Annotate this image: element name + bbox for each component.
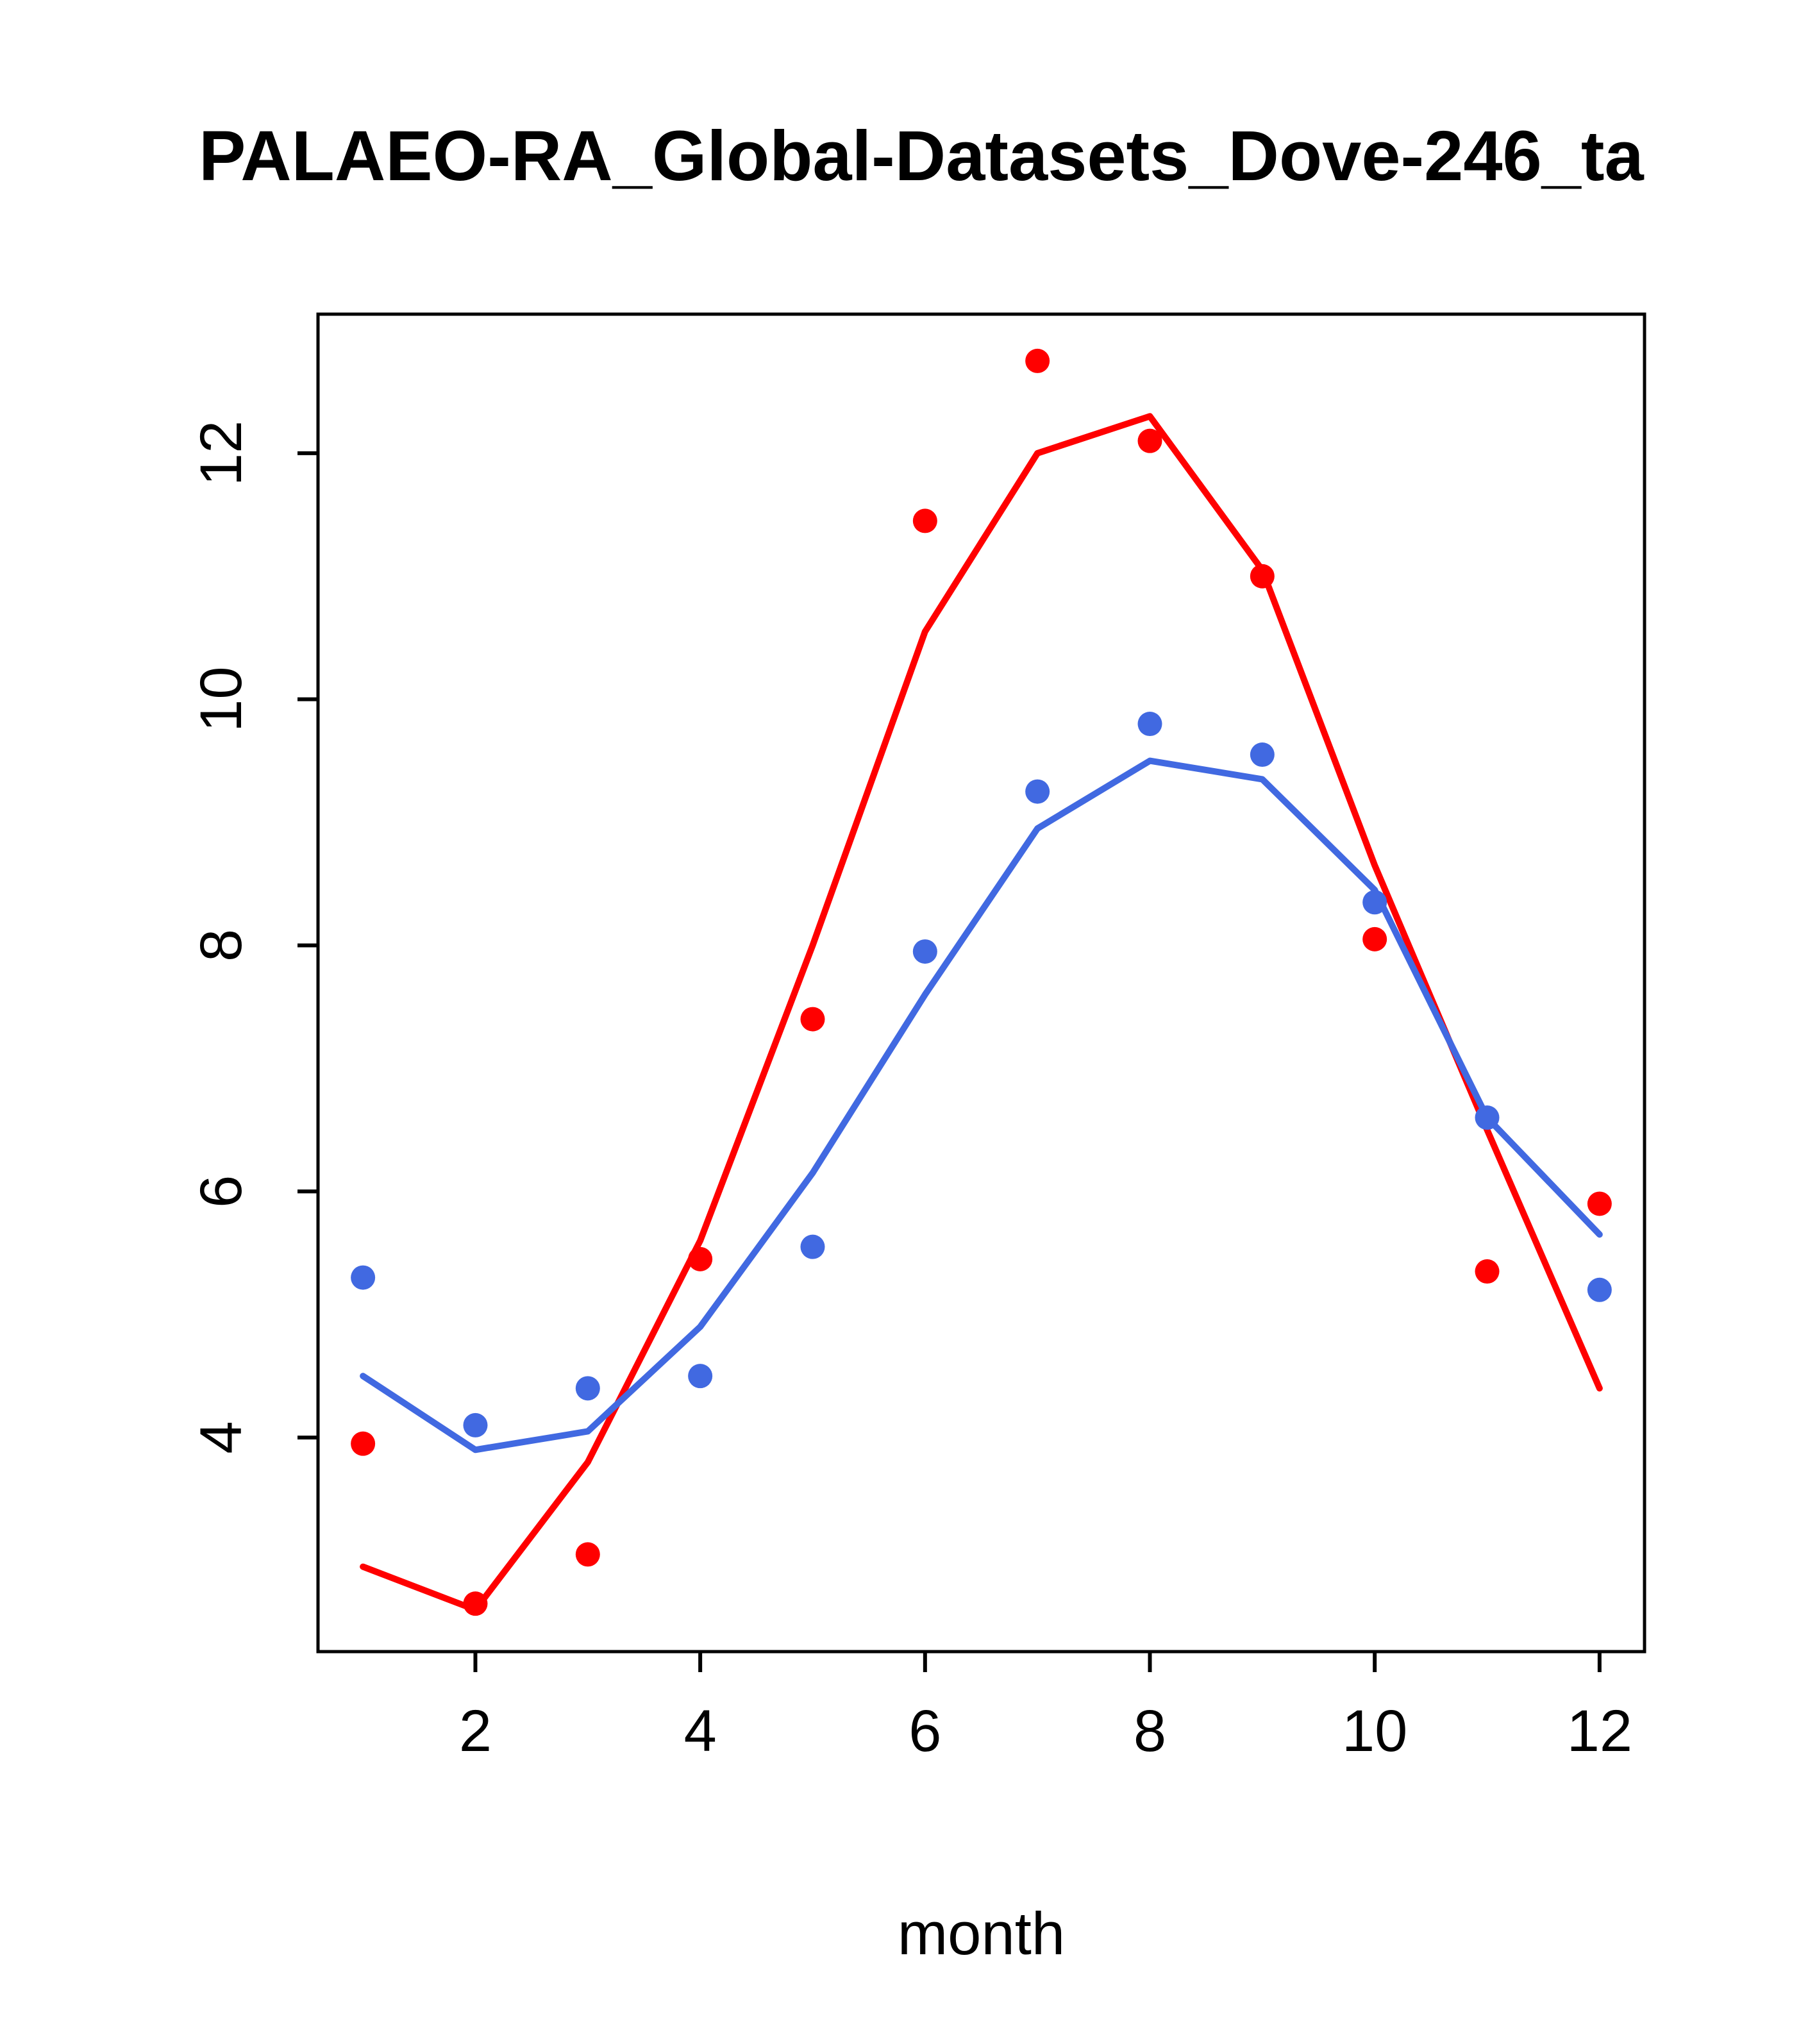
blue-points-marker [1250, 742, 1275, 767]
blue-points-marker [351, 1265, 376, 1290]
red-points-marker [1475, 1259, 1500, 1284]
blue-points-marker [800, 1234, 825, 1259]
blue-points-marker [1475, 1105, 1500, 1130]
y-tick-label: 10 [188, 666, 254, 732]
chart-title: PALAEO-RA_Global-Datasets_Dove-246_ta [199, 117, 1644, 196]
plot-border [316, 312, 1646, 1654]
red-points-marker [1587, 1191, 1612, 1216]
y-tick-label: 6 [188, 1175, 254, 1208]
red-points-marker [351, 1431, 376, 1456]
red-points-marker [1250, 564, 1275, 589]
y-tick-label: 8 [188, 929, 254, 962]
x-tick-label: 4 [684, 1698, 717, 1764]
y-tick-label: 4 [188, 1421, 254, 1454]
red-points-marker [1025, 348, 1050, 373]
blue-points-marker [688, 1364, 713, 1389]
x-tick-label: 2 [459, 1698, 492, 1764]
red-points-marker [912, 508, 937, 533]
blue-points-marker [1587, 1277, 1612, 1302]
x-tick-label: 12 [1567, 1698, 1632, 1764]
blue-line-series [360, 757, 1603, 1453]
red-line-series [360, 413, 1603, 1613]
blue-points-marker [1137, 712, 1162, 737]
red-points-marker [1137, 428, 1162, 453]
blue-points-marker [912, 939, 937, 964]
red-points-marker [1362, 926, 1387, 951]
x-tick-label: 6 [908, 1698, 941, 1764]
x-axis-label: month [897, 1900, 1066, 1967]
red-points-marker [575, 1542, 600, 1567]
x-tick-label: 8 [1134, 1698, 1166, 1764]
blue-points-marker [1025, 779, 1050, 804]
blue-points-marker [1362, 890, 1387, 915]
blue-points-marker [575, 1376, 600, 1401]
x-tick-label: 10 [1342, 1698, 1407, 1764]
red-points-marker [800, 1007, 825, 1032]
y-tick-label: 12 [188, 421, 254, 486]
red-points-marker [688, 1246, 713, 1271]
red-points-marker [463, 1591, 488, 1616]
blue-points-marker [463, 1412, 488, 1437]
